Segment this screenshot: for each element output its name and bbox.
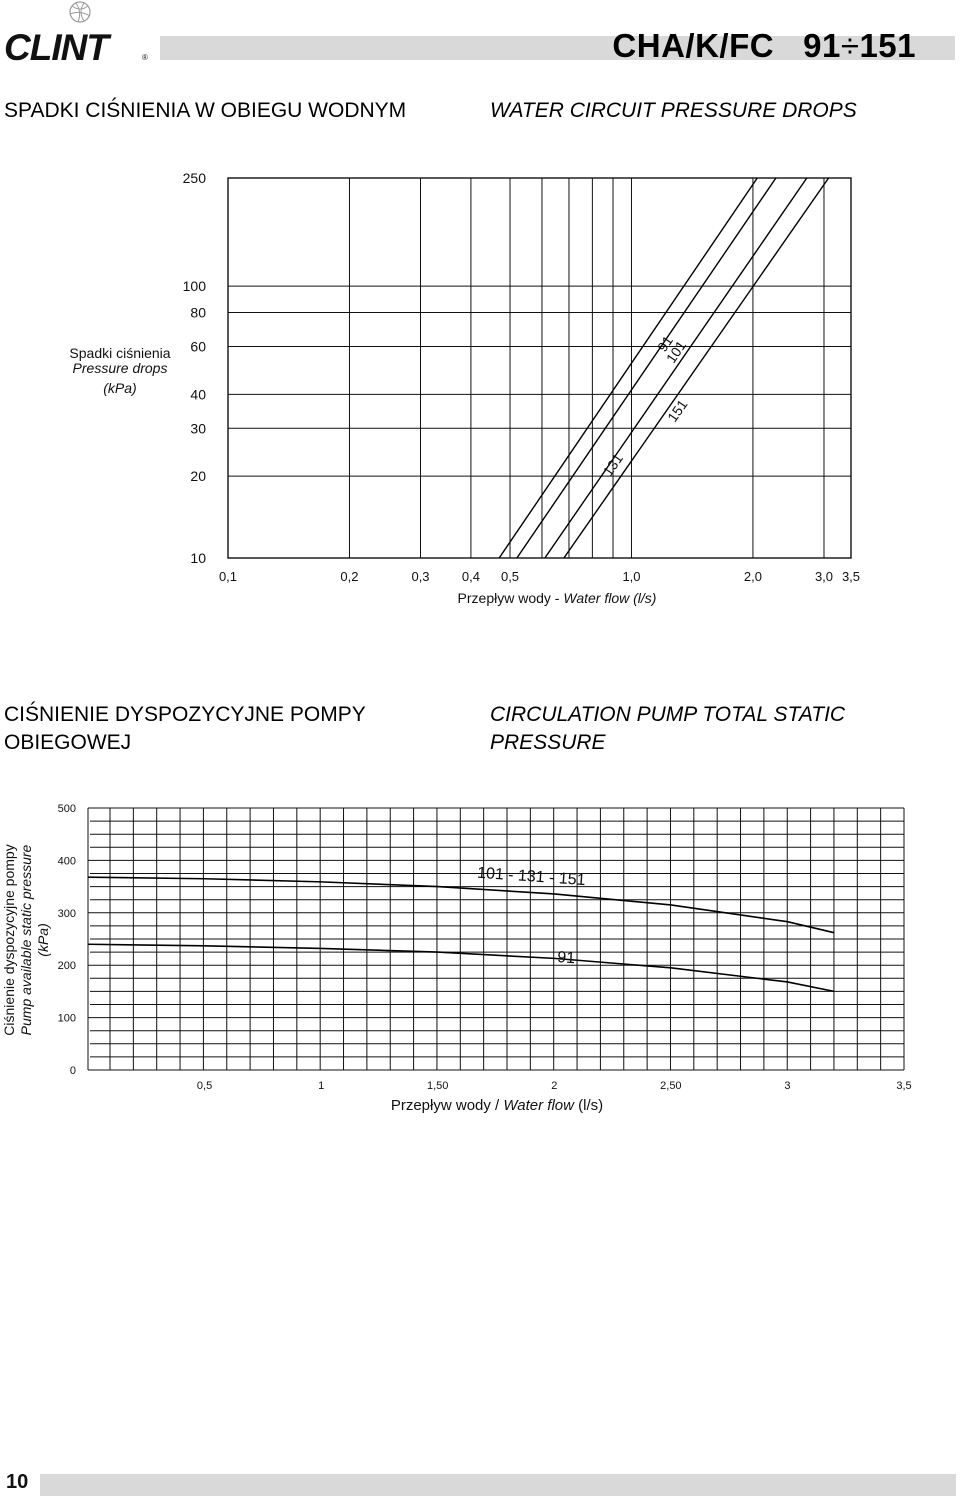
y-tick-label: 100 (183, 278, 207, 294)
y-tick-label: 200 (58, 960, 76, 972)
pump-pressure-curves (87, 876, 835, 993)
y-tick-label: 80 (190, 305, 206, 321)
y-axis-unit: (kPa) (103, 380, 136, 396)
pressure-drop-grid (227, 177, 852, 559)
x-tick-label: 0,2 (340, 569, 358, 584)
curve-131 (544, 178, 808, 558)
y-axis-label: Ciśnienie dyspozycyjne pompy Pump availab… (1, 844, 51, 1035)
range-from: 91 (803, 27, 841, 64)
x-axis-label-unit: (l/s) (574, 1097, 603, 1114)
y-tick-label: 0 (70, 1065, 76, 1077)
section1-title-en: WATER CIRCUIT PRESSURE DROPS (490, 99, 857, 122)
y-axis-label-pl: Spadki ciśnienia (69, 345, 170, 361)
y-tick-label: 40 (190, 386, 206, 402)
section2-title-en-line2: PRESSURE (490, 731, 606, 754)
x-tick-label: 2,50 (660, 1080, 681, 1092)
logo-ball-icon (69, 1, 91, 23)
y-tick-label: 500 (58, 803, 76, 815)
section2-title-pl-line1: CIŚNIENIE DYSPOZYCYJNE POMPY (4, 703, 366, 726)
x-tick-label: 3,5 (842, 569, 860, 584)
x-tick-label: 2 (551, 1080, 557, 1092)
range-to: 151 (859, 27, 916, 64)
pressure-drop-labels: 0,1 0,2 0,3 0,4 0,5 1,0 2,0 3,0 3,5 10 20 30 40 60 80 1… (69, 170, 860, 606)
pressure-drop-chart: 0,1 0,2 0,3 0,4 0,5 1,0 2,0 3,0 3,5 10 20 30 40 60 80 1… (69, 170, 860, 606)
clint-logo: CLINT ® (4, 1, 148, 68)
x-tick-label: 1,50 (427, 1080, 448, 1092)
model-name: CHA/K/FC (612, 27, 775, 64)
curve-101 (516, 178, 777, 558)
x-tick-label: 3,5 (896, 1080, 911, 1092)
curve-91 (87, 943, 835, 993)
y-tick-label: 100 (58, 1013, 76, 1025)
y-tick-label: 30 (190, 420, 206, 436)
header-bar (160, 36, 955, 60)
x-axis-label-pl: Przepływ wody - (458, 590, 564, 606)
curve-91 (498, 178, 758, 558)
y-tick-label: 10 (190, 550, 206, 566)
curve-label: 91 (557, 949, 576, 967)
pump-pressure-grid (87, 807, 905, 1071)
x-axis-label-en: Water flow (l/s) (563, 590, 656, 606)
x-tick-label: 0,5 (501, 569, 519, 584)
section2-title-pl: CIŚNIENIE DYSPOZYCYJNE POMPY OBIEGOWEJ (4, 701, 366, 757)
x-tick-label: 3,0 (815, 569, 833, 584)
y-axis-unit: (kPa) (35, 923, 51, 956)
footer-bar (40, 1474, 956, 1496)
section2-title-en: CIRCULATION PUMP TOTAL STATIC PRESSURE (490, 701, 845, 757)
page-number: 10 (6, 1471, 29, 1493)
y-axis-label-en: Pump available static pressure (18, 844, 34, 1035)
section2-title-pl-line2: OBIEGOWEJ (4, 731, 132, 754)
y-tick-label: 250 (183, 170, 207, 186)
y-tick-label: 400 (58, 855, 76, 867)
x-tick-label: 0,1 (219, 569, 237, 584)
pump-pressure-chart: 0,5 1 1,50 2 2,50 3 3,5 0 100 200 300 400 500 Ciśnien… (1, 803, 912, 1114)
x-axis-label: Przepływ wody / Water flow (l/s) (391, 1097, 603, 1114)
curve-label-91: 91 (654, 333, 676, 355)
registered-mark: ® (142, 53, 148, 62)
x-axis-label: Przepływ wody - Water flow (l/s) (458, 590, 657, 606)
logo-wordmark: CLINT (4, 27, 112, 68)
x-axis-label-pl: Przepływ wody / (391, 1097, 504, 1114)
x-tick-label: 0,4 (462, 569, 480, 584)
range-separator: ÷ (840, 27, 860, 64)
y-tick-label: 300 (58, 908, 76, 920)
x-tick-label: 0,5 (197, 1080, 212, 1092)
curve-label-151: 151 (664, 396, 691, 424)
x-tick-label: 2,0 (744, 569, 762, 584)
plot-frame (227, 177, 852, 559)
model-title: CHA/K/FC 91÷151 (612, 27, 916, 65)
x-tick-label: 3 (784, 1080, 790, 1092)
curve-101-131-151 (87, 876, 835, 934)
x-axis-label-en: Water flow (503, 1097, 575, 1114)
x-tick-label: 0,3 (411, 569, 429, 584)
section1-title-pl: SPADKI CIŚNIENIA W OBIEGU WODNYM (4, 99, 407, 122)
section2-title-en-line1: CIRCULATION PUMP TOTAL STATIC (490, 703, 846, 726)
y-tick-label: 60 (190, 338, 206, 354)
curve-151 (563, 178, 830, 558)
pump-pressure-labels: 0,5 1 1,50 2 2,50 3 3,5 0 100 200 300 400 500 Ciśnien… (1, 803, 912, 1114)
y-axis-label-pl: Ciśnienie dyspozycyjne pompy (1, 844, 17, 1035)
y-tick-label: 20 (190, 468, 206, 484)
curve-label: 101 - 131 - 151 (477, 865, 587, 890)
pressure-drop-curves (498, 178, 830, 558)
x-tick-label: 1,0 (622, 569, 640, 584)
x-tick-label: 1 (318, 1080, 324, 1092)
y-axis-label-en: Pressure drops (73, 360, 168, 376)
